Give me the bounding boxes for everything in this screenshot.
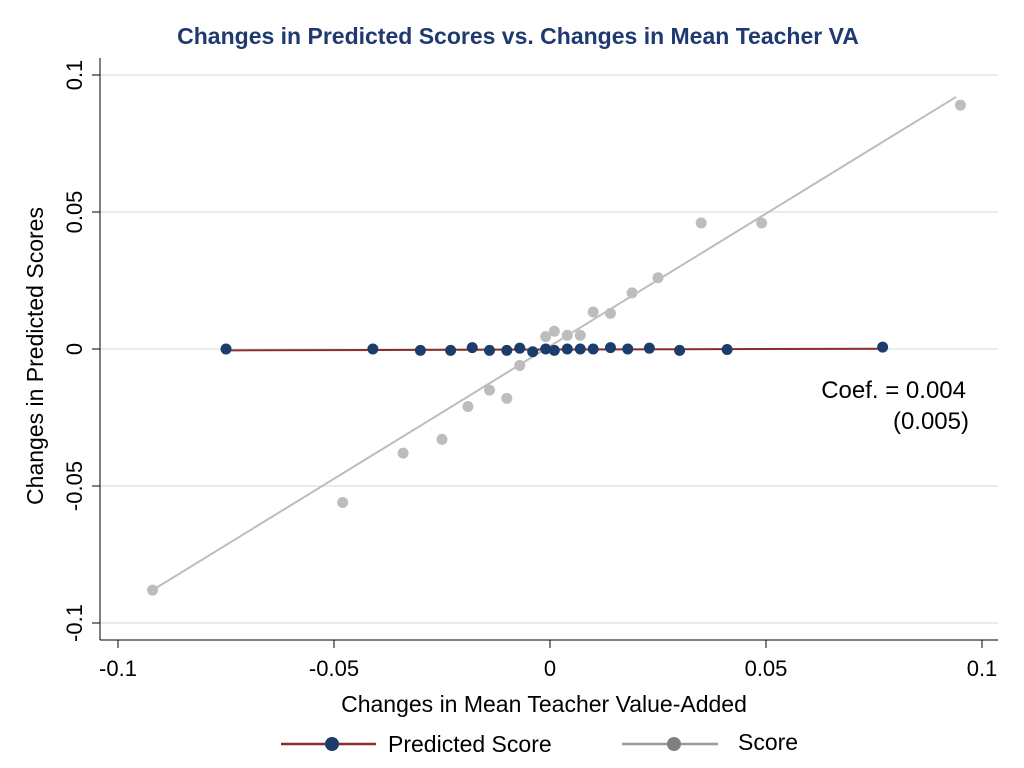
- predicted-point: [466, 342, 478, 354]
- coef-annotation: Coef. = 0.004: [821, 377, 966, 404]
- predicted-point: [574, 343, 586, 355]
- predicted-point: [877, 341, 889, 353]
- predicted-point: [414, 344, 426, 356]
- y-tick-label: 0.1: [62, 60, 87, 91]
- score-point: [626, 287, 638, 299]
- x-axis-label: Changes in Mean Teacher Value-Added: [341, 691, 747, 717]
- score-fit-line: [152, 96, 957, 591]
- score-point: [695, 217, 707, 229]
- predicted-point: [587, 343, 599, 355]
- score-point: [514, 359, 526, 371]
- predicted-point: [604, 342, 616, 354]
- predicted-point: [561, 343, 573, 355]
- predicted-point: [220, 343, 232, 355]
- score-point: [561, 329, 573, 341]
- predicted-point: [540, 343, 552, 355]
- y-tick-label: 0: [62, 343, 87, 355]
- axis-ticks: -0.1 -0.05 0 0.05 0.1 -0.1 -0.05 0 0.05 0.1: [62, 60, 997, 681]
- y-axis-label: Changes in Predicted Scores: [22, 207, 48, 505]
- legend: Predicted Score Score: [281, 729, 798, 757]
- predicted-point: [527, 346, 539, 358]
- legend-predicted-marker: [325, 737, 339, 751]
- y-tick-label: 0.05: [62, 191, 87, 234]
- score-point: [484, 384, 496, 396]
- predicted-point: [445, 344, 457, 356]
- x-tick-label: 0.05: [745, 656, 788, 681]
- predicted-point: [721, 344, 733, 356]
- predicted-point: [674, 344, 686, 356]
- score-point: [954, 99, 966, 111]
- score-point: [652, 272, 664, 284]
- x-tick-label: -0.1: [99, 656, 137, 681]
- score-point: [540, 331, 552, 343]
- x-tick-label: -0.05: [309, 656, 359, 681]
- score-point: [436, 433, 448, 445]
- x-tick-label: 0.1: [967, 656, 998, 681]
- score-point: [574, 329, 586, 341]
- predicted-point: [548, 344, 560, 356]
- score-point: [756, 217, 768, 229]
- predicted-point: [514, 342, 526, 354]
- predicted-point: [367, 343, 379, 355]
- score-point: [337, 496, 349, 508]
- y-tick-label: -0.05: [62, 461, 87, 511]
- legend-score-marker: [667, 737, 681, 751]
- predicted-point: [643, 342, 655, 354]
- predicted-point: [622, 343, 634, 355]
- score-point: [587, 306, 599, 318]
- predicted-point: [484, 344, 496, 356]
- score-point: [147, 584, 159, 596]
- predicted-point: [501, 344, 513, 356]
- x-tick-label: 0: [544, 656, 556, 681]
- y-tick-label: -0.1: [62, 604, 87, 642]
- score-point: [397, 447, 409, 459]
- legend-score-label: Score: [738, 729, 798, 755]
- se-annotation: (0.005): [893, 408, 969, 435]
- score-point: [462, 401, 474, 413]
- score-point: [548, 325, 560, 337]
- score-point: [604, 307, 616, 319]
- legend-predicted-label: Predicted Score: [388, 731, 552, 757]
- chart-title: Changes in Predicted Scores vs. Changes …: [177, 23, 859, 49]
- score-point: [501, 392, 513, 404]
- series-layer: [147, 96, 966, 596]
